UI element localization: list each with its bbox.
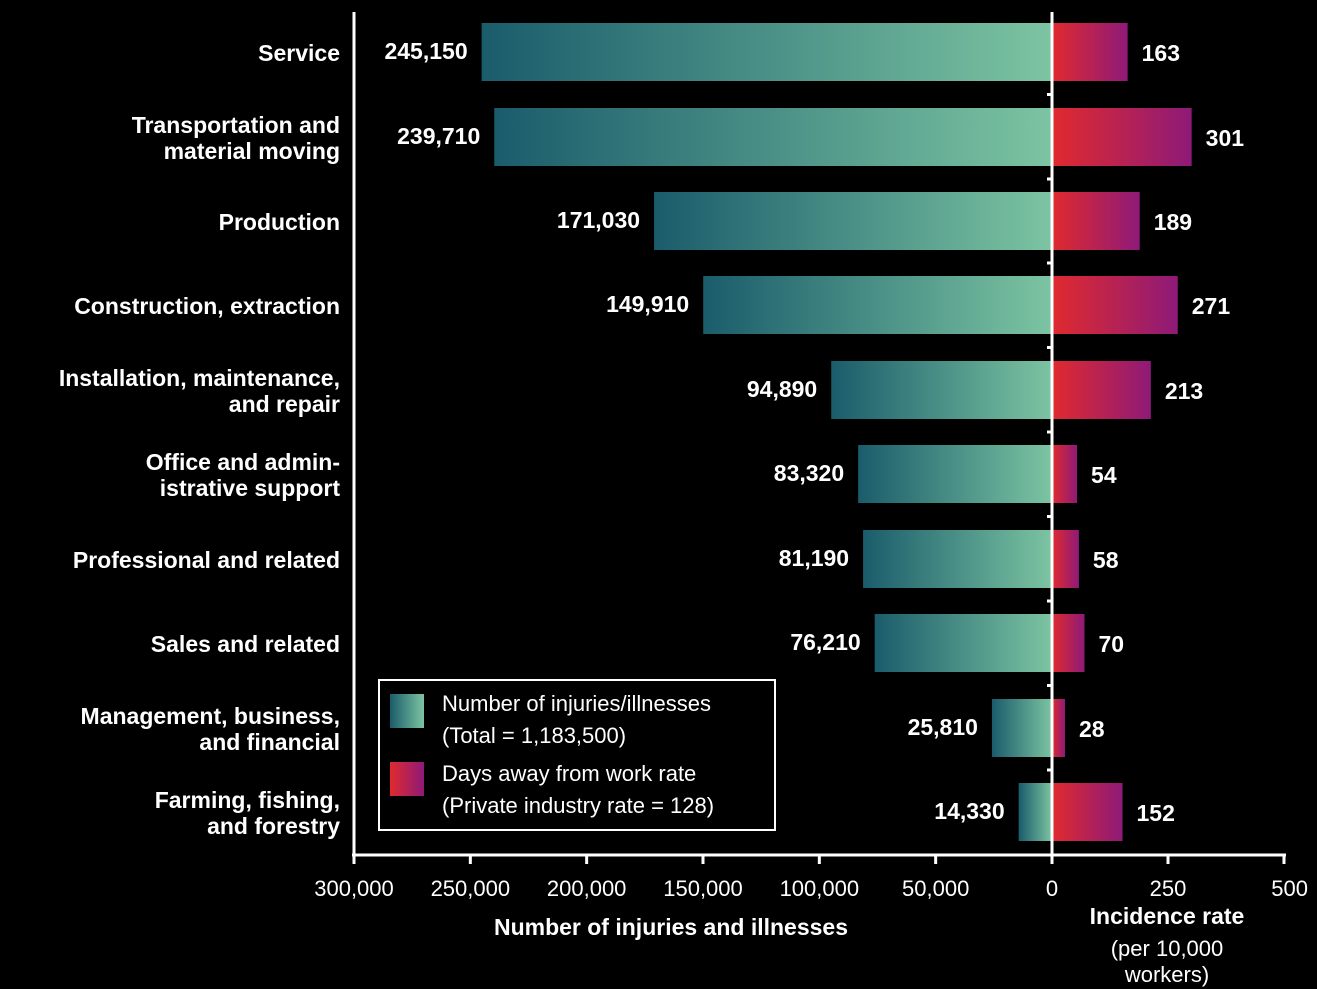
rate-value-label: 54 xyxy=(1091,462,1117,488)
category-label: Service xyxy=(258,40,340,66)
legend-label: Days away from work rate xyxy=(442,761,696,786)
legend-label: Number of injuries/illnesses xyxy=(442,691,711,716)
rate-bar xyxy=(1052,23,1128,81)
count-value-label: 81,190 xyxy=(779,545,849,571)
rate-bars xyxy=(1052,23,1192,841)
rate-value-label: 152 xyxy=(1137,800,1175,826)
count-bars xyxy=(481,23,1052,841)
x-tick-label: 250 xyxy=(1150,876,1187,901)
count-value-label: 239,710 xyxy=(397,123,480,149)
count-bar xyxy=(654,192,1052,250)
count-bar xyxy=(858,445,1052,503)
x-tick-label: 150,000 xyxy=(663,876,743,901)
rate-bar xyxy=(1052,276,1178,334)
rate-bar xyxy=(1052,192,1140,250)
x-tick-label: 0 xyxy=(1046,876,1058,901)
count-bar xyxy=(991,699,1052,757)
category-label: and repair xyxy=(229,391,340,417)
category-label: Management, business, xyxy=(81,703,340,729)
category-label: Professional and related xyxy=(73,547,340,573)
count-bar xyxy=(1018,783,1052,841)
rate-value-label: 163 xyxy=(1142,40,1180,66)
category-label: and financial xyxy=(199,729,340,755)
count-bar xyxy=(703,276,1052,334)
count-value-label: 25,810 xyxy=(908,714,978,740)
legend-swatch-rate xyxy=(390,762,424,796)
labels: 245,150 163 Service 239,710 301 Transportatio… xyxy=(59,38,1308,987)
count-value-label: 14,330 xyxy=(934,798,1004,824)
rate-bar xyxy=(1052,361,1151,419)
x-tick-label: 200,000 xyxy=(547,876,627,901)
category-label: Installation, maintenance, xyxy=(59,365,340,391)
count-value-label: 94,890 xyxy=(747,376,817,402)
legend-box xyxy=(378,679,776,831)
category-label: Office and admin- xyxy=(146,449,340,475)
rate-value-label: 301 xyxy=(1206,125,1245,151)
right-axis-subtitle: (per 10,000 xyxy=(1111,936,1224,961)
rate-value-label: 213 xyxy=(1165,378,1203,404)
rate-value-label: 58 xyxy=(1093,547,1119,573)
rate-bar xyxy=(1052,614,1085,672)
x-tick-label: 50,000 xyxy=(902,876,969,901)
count-value-label: 245,150 xyxy=(384,38,467,64)
count-bar xyxy=(494,108,1052,166)
rate-bar xyxy=(1052,108,1192,166)
count-bar xyxy=(863,530,1052,588)
category-label: material moving xyxy=(164,138,340,164)
category-label: Transportation and xyxy=(132,112,340,138)
x-tick-label: 100,000 xyxy=(780,876,860,901)
category-label: Construction, extraction xyxy=(74,293,340,319)
left-axis-title: Number of injuries and illnesses xyxy=(494,914,848,940)
legend-label: (Private industry rate = 128) xyxy=(442,793,714,818)
right-axis-title: Incidence rate xyxy=(1090,903,1245,929)
rate-bar xyxy=(1052,699,1065,757)
count-bar xyxy=(481,23,1052,81)
rate-bar xyxy=(1052,783,1123,841)
x-tick-label: 500 xyxy=(1271,876,1308,901)
legend: Number of injuries/illnesses (Total = 1,1… xyxy=(378,679,776,831)
category-label: Production xyxy=(219,209,340,235)
rate-value-label: 189 xyxy=(1154,209,1192,235)
rate-value-label: 70 xyxy=(1098,631,1124,657)
category-label: Farming, fishing, xyxy=(155,787,340,813)
rate-value-label: 28 xyxy=(1079,716,1105,742)
count-value-label: 149,910 xyxy=(606,291,689,317)
legend-swatch-count xyxy=(390,694,424,728)
x-tick-label: 250,000 xyxy=(431,876,511,901)
legend-label: (Total = 1,183,500) xyxy=(442,723,626,748)
axes xyxy=(352,12,1286,864)
rate-value-label: 271 xyxy=(1192,293,1231,319)
rate-bar xyxy=(1052,445,1078,503)
count-bar xyxy=(831,361,1052,419)
category-label: istrative support xyxy=(160,475,341,501)
count-value-label: 76,210 xyxy=(790,629,860,655)
count-value-label: 171,030 xyxy=(557,207,640,233)
count-bar xyxy=(874,614,1052,672)
category-label: and forestry xyxy=(207,813,340,839)
rate-bar xyxy=(1052,530,1079,588)
x-tick-label: 300,000 xyxy=(314,876,394,901)
right-axis-subtitle: workers) xyxy=(1124,962,1209,987)
count-value-label: 83,320 xyxy=(774,460,844,486)
category-label: Sales and related xyxy=(151,631,340,657)
